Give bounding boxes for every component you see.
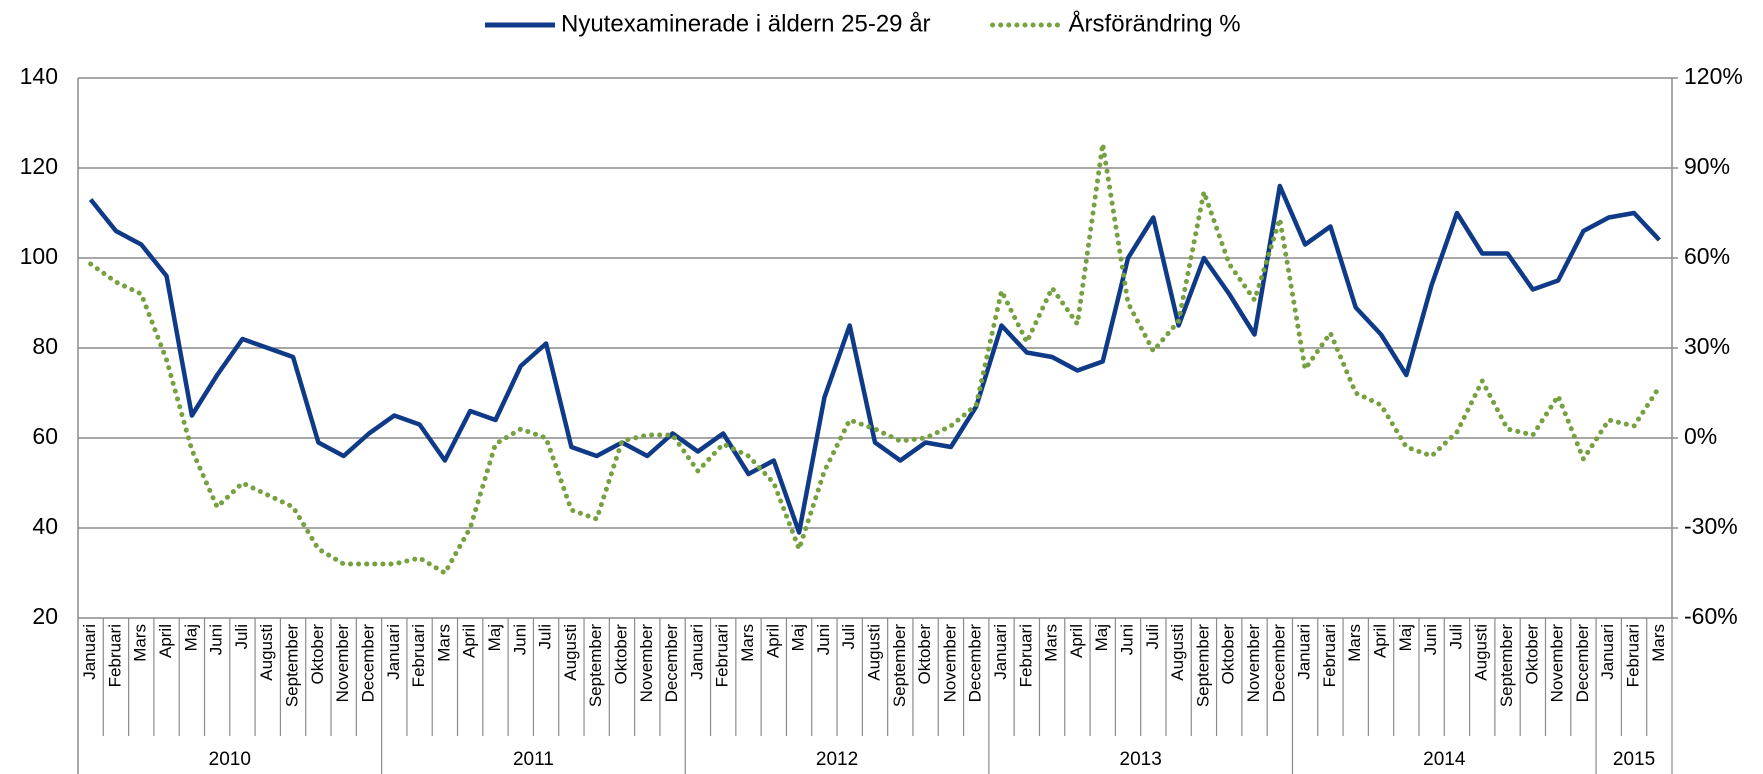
y2-tick-label: 30%: [1684, 333, 1730, 359]
x-tick-label: Augusti: [1168, 624, 1187, 681]
x-tick-label: Januari: [80, 624, 99, 680]
x-tick-label: Februari: [409, 624, 428, 687]
x-group-label: 2011: [513, 749, 554, 770]
y2-tick-label: -60%: [1684, 603, 1738, 629]
x-tick-label: Juni: [814, 624, 833, 655]
y-tick-label: 140: [20, 63, 58, 89]
x-tick-label: Oktober: [1219, 624, 1238, 685]
x-tick-label: Augusti: [1472, 624, 1491, 681]
x-group-label: 2013: [1120, 749, 1162, 770]
x-tick-label: December: [966, 624, 985, 703]
x-tick-label: April: [460, 624, 479, 658]
x-tick-label: April: [1067, 624, 1086, 658]
x-tick-label: December: [358, 624, 377, 703]
x-tick-label: Mars: [131, 624, 150, 662]
x-tick-label: Juli: [232, 624, 251, 650]
y2-tick-label: -30%: [1684, 513, 1738, 539]
x-tick-label: Juli: [536, 624, 555, 650]
x-tick-label: Mars: [738, 624, 757, 662]
x-tick-label: November: [333, 624, 352, 703]
x-tick-label: November: [1548, 624, 1567, 703]
x-tick-label: Juni: [207, 624, 226, 655]
x-tick-label: Mars: [434, 624, 453, 662]
x-tick-label: Januari: [1598, 624, 1617, 680]
y2-tick-label: 0%: [1684, 423, 1717, 449]
x-tick-label: Februari: [713, 624, 732, 687]
x-tick-label: Oktober: [308, 624, 327, 685]
x-tick-label: December: [1269, 624, 1288, 703]
x-tick-label: Januari: [384, 624, 403, 680]
y-tick-label: 40: [32, 513, 58, 539]
x-tick-label: November: [637, 624, 656, 703]
x-tick-label: Oktober: [915, 624, 934, 685]
x-tick-label: Mars: [1345, 624, 1364, 662]
x-tick-label: Oktober: [1522, 624, 1541, 685]
x-tick-label: September: [1497, 624, 1516, 707]
x-tick-label: April: [1371, 624, 1390, 658]
x-tick-label: Juli: [1143, 624, 1162, 650]
x-tick-label: Oktober: [611, 624, 630, 685]
x-tick-label: September: [1193, 624, 1212, 707]
x-tick-label: Mars: [1649, 624, 1668, 662]
x-tick-label: November: [940, 624, 959, 703]
x-tick-label: April: [156, 624, 175, 658]
y-tick-label: 120: [20, 153, 58, 179]
series-line: [88, 141, 1662, 576]
x-group-label: 2012: [816, 749, 858, 770]
x-tick-label: November: [1244, 624, 1263, 703]
y2-tick-label: 120%: [1684, 63, 1743, 89]
x-tick-label: Juli: [1446, 624, 1465, 650]
y-tick-label: 60: [32, 423, 58, 449]
x-tick-label: Januari: [1295, 624, 1314, 680]
y-tick-label: 80: [32, 333, 58, 359]
x-group-label: 2015: [1613, 749, 1655, 770]
legend-label: Nyutexaminerade i äldern 25-29 år: [561, 10, 931, 37]
x-tick-label: Februari: [1016, 624, 1035, 687]
x-tick-label: Augusti: [864, 624, 883, 681]
x-tick-label: September: [890, 624, 909, 707]
x-tick-label: Juli: [839, 624, 858, 650]
y2-tick-label: 60%: [1684, 243, 1730, 269]
x-tick-label: Februari: [105, 624, 124, 687]
x-tick-label: December: [662, 624, 681, 703]
x-tick-label: Juni: [1118, 624, 1137, 655]
x-tick-label: Januari: [687, 624, 706, 680]
series-line: [88, 183, 1661, 535]
x-tick-label: Januari: [991, 624, 1010, 680]
x-tick-label: Juni: [1421, 624, 1440, 655]
x-tick-label: Maj: [485, 624, 504, 651]
x-tick-label: Maj: [181, 624, 200, 651]
y-tick-label: 20: [32, 603, 58, 629]
x-tick-label: Augusti: [561, 624, 580, 681]
x-tick-label: September: [586, 624, 605, 707]
y-tick-label: 100: [20, 243, 58, 269]
y2-tick-label: 90%: [1684, 153, 1730, 179]
x-tick-label: December: [1573, 624, 1592, 703]
x-tick-label: Februari: [1624, 624, 1643, 687]
x-tick-label: April: [763, 624, 782, 658]
x-tick-label: Juni: [510, 624, 529, 655]
legend-label: Årsförändring %: [1069, 9, 1241, 37]
x-tick-label: Februari: [1320, 624, 1339, 687]
x-tick-label: Maj: [1092, 624, 1111, 651]
x-tick-label: Maj: [1396, 624, 1415, 651]
x-tick-label: September: [283, 624, 302, 707]
x-group-label: 2010: [209, 749, 251, 770]
x-tick-label: Maj: [789, 624, 808, 651]
x-tick-label: Mars: [1042, 624, 1061, 662]
x-tick-label: Augusti: [257, 624, 276, 681]
x-group-label: 2014: [1423, 749, 1466, 770]
